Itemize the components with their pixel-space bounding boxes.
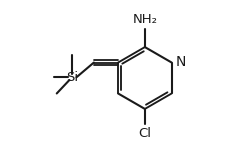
Text: Cl: Cl — [138, 127, 151, 140]
Text: N: N — [176, 55, 186, 69]
Text: Si: Si — [66, 71, 78, 84]
Text: NH₂: NH₂ — [132, 13, 157, 26]
